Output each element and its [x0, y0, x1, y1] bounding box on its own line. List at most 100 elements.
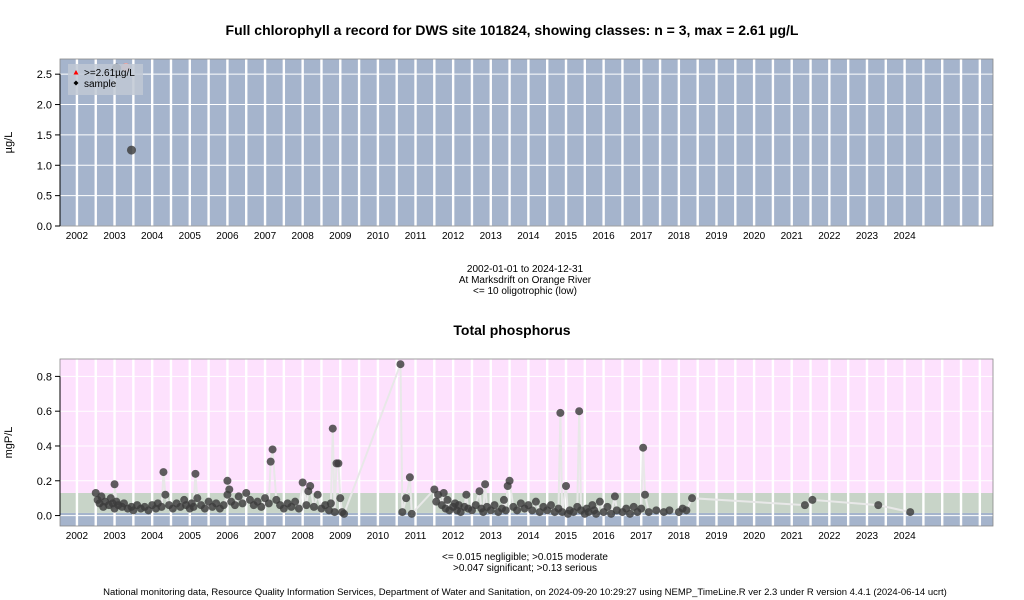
data-point	[234, 492, 243, 501]
legend-box	[68, 64, 143, 95]
plot-background	[60, 59, 993, 226]
data-point	[665, 506, 674, 515]
x-tick-label: 2017	[630, 531, 653, 542]
y-tick-label: 0.0	[37, 511, 52, 523]
y-tick-label: 0.2	[37, 476, 52, 488]
data-point	[294, 504, 303, 513]
x-tick-label: 2022	[818, 531, 841, 542]
x-tick-label: 2010	[367, 531, 390, 542]
x-tick-label: 2023	[856, 531, 879, 542]
x-tick-label: 2019	[705, 231, 728, 242]
data-point	[193, 494, 202, 503]
x-tick-label: 2012	[442, 531, 465, 542]
data-point	[513, 506, 522, 515]
x-tick-label: 2009	[329, 531, 352, 542]
data-point	[592, 509, 601, 518]
x-tick-label: 2014	[517, 231, 540, 242]
data-point	[639, 443, 648, 452]
x-tick-label: 2018	[668, 531, 691, 542]
x-tick-label: 2007	[254, 531, 277, 542]
chlorophyll-x-caption: 2002-01-01 to 2024-12-31 At Marksdrift o…	[0, 264, 1024, 297]
data-point	[264, 499, 273, 508]
x-tick-label: 2004	[141, 531, 164, 542]
data-point	[402, 494, 411, 503]
class-band-negligible	[60, 512, 993, 526]
x-tick-label: 2015	[555, 231, 578, 242]
data-point	[652, 506, 661, 515]
x-tick-label: 2018	[668, 231, 691, 242]
data-point	[808, 495, 817, 504]
x-tick-label: 2005	[179, 531, 202, 542]
phosphorus-caption-line: >0.047 significant; >0.13 serious	[453, 563, 597, 574]
x-tick-label: 2012	[442, 231, 465, 242]
y-tick-label: 0.0	[37, 221, 52, 233]
data-point	[481, 480, 490, 489]
data-point	[223, 476, 232, 485]
legend-marker-sample	[73, 80, 79, 86]
data-point	[682, 506, 691, 515]
x-tick-label: 2015	[555, 531, 578, 542]
data-point	[298, 478, 307, 487]
data-point	[302, 501, 311, 510]
data-point	[439, 488, 448, 497]
data-point	[595, 497, 604, 506]
data-point	[475, 487, 484, 496]
x-tick-label: 2004	[141, 231, 164, 242]
data-point	[200, 504, 209, 513]
data-point	[562, 481, 571, 490]
data-point	[407, 509, 416, 518]
x-tick-label: 2020	[743, 231, 766, 242]
y-tick-label: 1.0	[37, 160, 52, 172]
chlorophyll-caption-line: <= 10 oligotrophic (low)	[473, 286, 577, 297]
x-tick-label: 2017	[630, 231, 653, 242]
x-tick-label: 2022	[818, 231, 841, 242]
chlorophyll-caption-line: 2002-01-01 to 2024-12-31	[466, 264, 584, 275]
data-point	[462, 490, 471, 499]
y-tick-label: 0.5	[37, 191, 52, 203]
x-tick-label: 2016	[592, 231, 615, 242]
data-point	[189, 502, 198, 511]
x-tick-label: 2005	[179, 231, 202, 242]
x-tick-label: 2020	[743, 531, 766, 542]
data-point	[159, 468, 168, 477]
y-tick-label: 2.0	[37, 100, 52, 112]
data-point	[191, 469, 200, 478]
data-point	[126, 145, 136, 155]
data-point	[443, 495, 452, 504]
x-tick-label: 2023	[856, 231, 879, 242]
chlorophyll-chart-title: Full chlorophyll a record for DWS site 1…	[225, 22, 799, 38]
phosphorus-caption-line: <= 0.015 negligible; >0.015 moderate	[442, 552, 608, 563]
data-point	[328, 424, 337, 433]
chlorophyll-caption-line: At Marksdrift on Orange River	[458, 275, 592, 286]
data-point	[800, 501, 809, 510]
data-point	[340, 509, 349, 518]
data-point	[528, 506, 537, 515]
data-point	[688, 494, 697, 503]
data-point	[575, 407, 584, 416]
footer-credit: National monitoring data, Resource Quali…	[103, 587, 947, 598]
data-point	[556, 408, 565, 417]
y-tick-label: 0.8	[37, 371, 52, 383]
data-point	[396, 360, 405, 369]
data-point	[219, 501, 228, 510]
x-tick-label: 2011	[405, 531, 427, 542]
data-point	[906, 508, 915, 517]
data-point	[306, 481, 315, 490]
data-point	[874, 501, 883, 510]
x-tick-label: 2007	[254, 231, 277, 242]
data-point	[499, 495, 508, 504]
data-point	[398, 508, 407, 517]
data-point	[326, 499, 335, 508]
x-tick-label: 2024	[893, 231, 916, 242]
data-point	[110, 480, 119, 489]
legend-label: >=2.61µg/L	[84, 68, 135, 79]
data-point	[501, 506, 510, 515]
data-point	[334, 459, 343, 468]
legend-marker-exceedance	[73, 70, 79, 75]
x-tick-label: 2009	[329, 231, 352, 242]
data-point	[268, 445, 277, 454]
legend-label: sample	[84, 79, 117, 90]
data-point	[641, 490, 650, 499]
data-point	[637, 504, 646, 513]
